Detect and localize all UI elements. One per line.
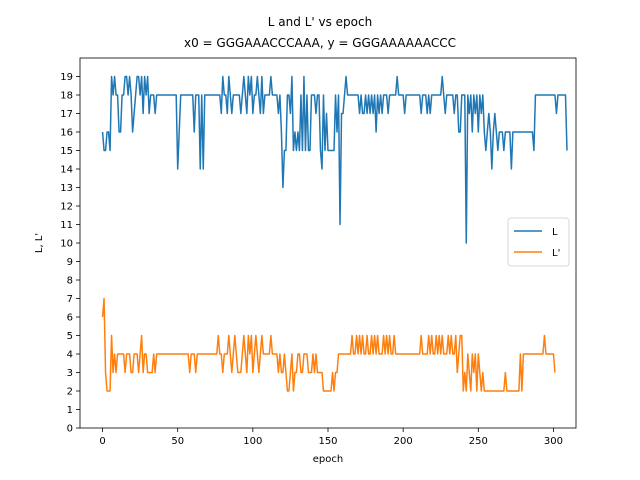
y-tick-label: 13 bbox=[60, 183, 73, 194]
y-tick-label: 16 bbox=[60, 128, 73, 139]
legend-box bbox=[507, 217, 570, 267]
y-axis-label: L, L' bbox=[34, 233, 45, 253]
x-tick-label: 100 bbox=[243, 436, 262, 447]
x-axis-label: epoch bbox=[313, 454, 343, 465]
y-tick-label: 17 bbox=[60, 109, 73, 120]
x-tick-label: 50 bbox=[171, 436, 184, 447]
x-tick-label: 150 bbox=[318, 436, 337, 447]
y-tick-label: 11 bbox=[60, 220, 73, 231]
legend-label: L bbox=[552, 227, 558, 238]
plot-area bbox=[101, 75, 568, 392]
y-tick-label: 2 bbox=[67, 387, 73, 398]
x-tick-label: 0 bbox=[99, 436, 105, 447]
chart-title: L and L' vs epoch bbox=[268, 15, 372, 29]
y-tick-label: 5 bbox=[67, 331, 73, 342]
y-tick-label: 19 bbox=[60, 72, 73, 83]
y-tick-label: 8 bbox=[67, 276, 73, 287]
y-tick-label: 10 bbox=[60, 239, 73, 250]
axis-ticks: 0 50 100 150 200 250 3000123456789101112131415… bbox=[60, 72, 563, 447]
y-tick-label: 18 bbox=[60, 91, 73, 102]
chart-subtitle: x0 = GGGAAACCCAAA, y = GGGAAAAAACCC bbox=[184, 36, 456, 50]
y-tick-label: 12 bbox=[60, 202, 73, 213]
y-tick-label: 14 bbox=[60, 165, 73, 176]
y-tick-label: 9 bbox=[67, 257, 73, 268]
y-tick-label: 3 bbox=[67, 368, 73, 379]
x-tick-label: 250 bbox=[469, 436, 488, 447]
y-tick-label: 15 bbox=[60, 146, 73, 157]
series-line-l-prime bbox=[101, 297, 556, 392]
x-tick-label: 300 bbox=[544, 436, 563, 447]
y-tick-label: 7 bbox=[67, 294, 73, 305]
y-tick-label: 1 bbox=[67, 405, 73, 416]
y-tick-label: 6 bbox=[67, 313, 73, 324]
x-tick-label: 200 bbox=[394, 436, 413, 447]
y-tick-label: 0 bbox=[67, 424, 73, 435]
y-tick-label: 4 bbox=[67, 350, 73, 361]
legend: L L' bbox=[507, 217, 570, 267]
legend-label: L' bbox=[552, 248, 560, 259]
series-line-l bbox=[101, 75, 568, 244]
